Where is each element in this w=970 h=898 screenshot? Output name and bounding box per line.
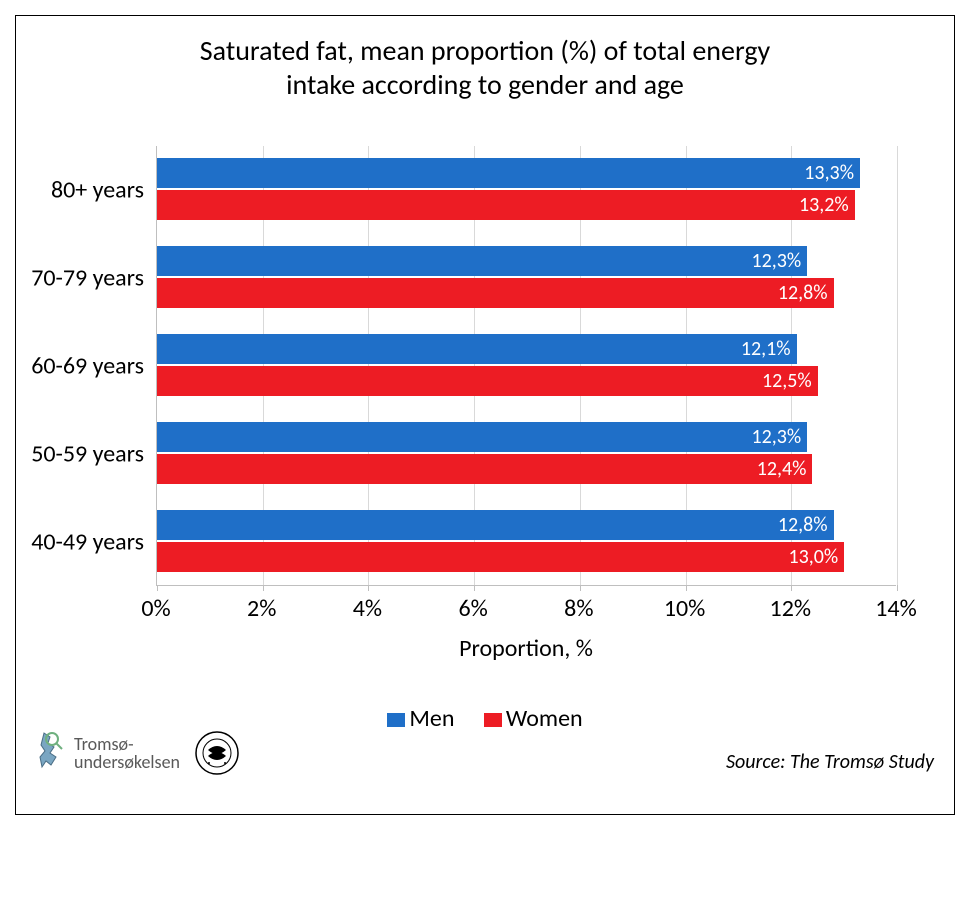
y-axis-label: 50-59 years <box>14 440 144 469</box>
x-axis-label: 4% <box>353 594 382 623</box>
logo-group: Tromsø- undersøkelsen <box>36 730 240 776</box>
y-axis-label: 80+ years <box>14 176 144 205</box>
bar-group: 12,3% 12,4% <box>157 410 896 498</box>
bar-label-women: 12,8% <box>778 281 828 305</box>
bar-women: 12,8% <box>157 278 834 308</box>
bar-group: 12,3% 12,8% <box>157 234 896 322</box>
x-axis-title: Proportion, % <box>156 634 896 663</box>
tromso-logo-text: Tromsø- undersøkelsen <box>74 735 180 771</box>
bar-label-women: 12,4% <box>757 457 807 481</box>
x-axis-label: 8% <box>564 594 593 623</box>
x-axis-label: 10% <box>664 594 705 623</box>
bar-label-women: 13,2% <box>799 193 849 217</box>
chart-title-line1: Saturated fat, mean proportion (%) of to… <box>16 34 954 68</box>
bar-men: 12,3% <box>157 422 807 452</box>
chart-title-line2: intake according to gender and age <box>16 68 954 102</box>
bar-label-women: 12,5% <box>762 369 812 393</box>
x-axis-label: 0% <box>141 594 170 623</box>
uit-crest-icon <box>194 730 240 776</box>
bar-women: 12,4% <box>157 454 812 484</box>
bar-group: 13,3% 13,2% <box>157 146 896 234</box>
x-axis-label: 14% <box>875 594 916 623</box>
chart-container: Saturated fat, mean proportion (%) of to… <box>15 15 955 815</box>
chart-title: Saturated fat, mean proportion (%) of to… <box>16 16 954 101</box>
tromso-logo-line2: undersøkelsen <box>74 753 180 771</box>
bar-group: 12,1% 12,5% <box>157 322 896 410</box>
bar-men: 12,1% <box>157 334 797 364</box>
plot-grid: 13,3% 13,2% 12,3% 12,8% 12,1% 12,5% 12,3% 12,4%… <box>156 146 896 586</box>
y-axis-label: 40-49 years <box>14 528 144 557</box>
plot-area: 13,3% 13,2% 12,3% 12,8% 12,1% 12,5% 12,3% 12,4%… <box>156 146 896 616</box>
tromso-map-icon <box>36 731 66 775</box>
bar-women: 12,5% <box>157 366 818 396</box>
x-tick <box>897 585 898 591</box>
bar-women: 13,2% <box>157 190 855 220</box>
bar-label-men: 12,8% <box>778 513 828 537</box>
x-axis-label: 2% <box>247 594 276 623</box>
bar-label-men: 12,3% <box>751 249 801 273</box>
bar-women: 13,0% <box>157 542 844 572</box>
bar-men: 13,3% <box>157 158 860 188</box>
bar-label-men: 12,1% <box>741 337 791 361</box>
bar-label-women: 13,0% <box>788 545 838 569</box>
source-text: Source: The Tromsø Study <box>726 750 934 774</box>
bar-men: 12,3% <box>157 246 807 276</box>
bar-label-men: 12,3% <box>751 425 801 449</box>
footer: Tromsø- undersøkelsen Source: The Tromsø… <box>36 726 934 776</box>
x-axis-label: 12% <box>770 594 811 623</box>
legend-swatch-men <box>387 713 405 727</box>
x-axis-label: 6% <box>458 594 487 623</box>
bar-label-men: 13,3% <box>804 161 854 185</box>
y-axis-label: 60-69 years <box>14 352 144 381</box>
legend-swatch-women <box>484 713 502 727</box>
gridline <box>897 146 898 585</box>
y-axis-label: 70-79 years <box>14 264 144 293</box>
bar-men: 12,8% <box>157 510 834 540</box>
bar-group: 12,8% 13,0% <box>157 498 896 586</box>
